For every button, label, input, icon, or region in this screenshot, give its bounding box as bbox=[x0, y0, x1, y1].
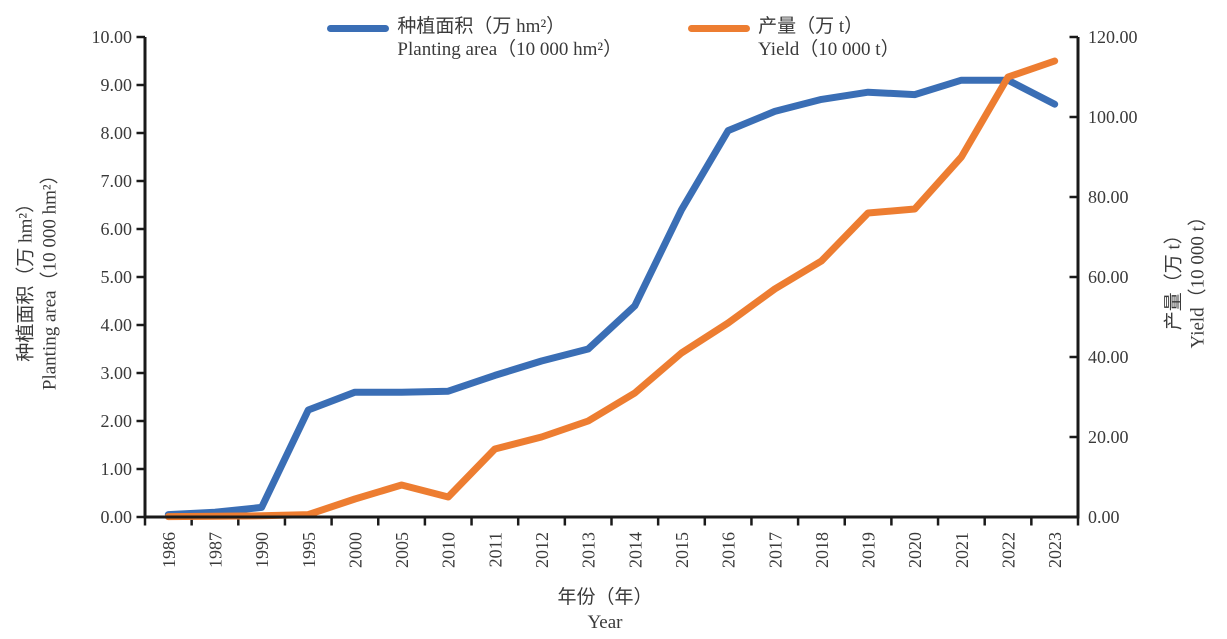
x-axis-title-en: Year bbox=[587, 611, 623, 633]
x-axis-year-label: 2016 bbox=[719, 532, 739, 568]
right-axis-tick-label: 120.00 bbox=[1088, 27, 1138, 47]
yield-legend-label-zh: 产量（万 t） bbox=[758, 16, 864, 37]
x-axis-year-label: 2014 bbox=[625, 532, 645, 568]
left-axis-tick-label: 10.00 bbox=[92, 27, 133, 47]
x-axis-year-label: 2018 bbox=[812, 532, 832, 568]
planting-area-legend-label-zh: 种植面积（万 hm²） bbox=[397, 16, 566, 37]
left-axis-tick-label: 0.00 bbox=[101, 507, 133, 527]
x-axis-year-label: 2012 bbox=[532, 532, 552, 568]
x-axis-year-label: 2021 bbox=[952, 532, 972, 568]
x-axis-year-label: 2015 bbox=[672, 532, 692, 568]
left-axis-tick-label: 6.00 bbox=[101, 219, 133, 239]
series-line-yield bbox=[164, 57, 1059, 521]
yield-legend-label-en: Yield（10 000 t） bbox=[758, 38, 900, 60]
left-axis-tick-label: 9.00 bbox=[101, 75, 133, 95]
left-axis-tick-label: 2.00 bbox=[101, 411, 133, 431]
x-axis-year-label: 1987 bbox=[205, 532, 225, 568]
x-axis-year-label: 2010 bbox=[439, 532, 459, 568]
left-axis-tick-label: 4.00 bbox=[101, 315, 133, 335]
legend-item-planting-area: 种植面积（万 hm²） Planting area（10 000 hm²） bbox=[327, 16, 622, 62]
left-axis-tick-label: 7.00 bbox=[101, 171, 133, 191]
planting-area-line-swatch bbox=[327, 25, 390, 32]
x-axis-year-label: 2023 bbox=[1045, 532, 1065, 568]
x-axis-year-label: 2022 bbox=[999, 532, 1019, 568]
right-axis-title-zh: 产量（万 t） bbox=[1163, 225, 1185, 331]
x-axis-year-label: 2013 bbox=[579, 532, 599, 568]
left-axis-tick-label: 1.00 bbox=[101, 459, 133, 479]
right-axis-tick-label: 0.00 bbox=[1088, 507, 1120, 527]
right-axis-tick-label: 60.00 bbox=[1088, 267, 1129, 287]
series-line-planting-area bbox=[164, 76, 1059, 519]
legend-item-yield: 产量（万 t） Yield（10 000 t） bbox=[688, 16, 900, 62]
right-axis-tick-label: 100.00 bbox=[1088, 107, 1138, 127]
right-axis-tick-label: 80.00 bbox=[1088, 187, 1129, 207]
left-axis-tick-label: 3.00 bbox=[101, 363, 133, 383]
left-axis-title-en: Planting area（10 000 hm²） bbox=[39, 165, 60, 391]
x-axis-year-label: 2020 bbox=[905, 532, 925, 568]
x-axis-year-label: 2019 bbox=[859, 532, 879, 568]
left-axis-tick-label: 8.00 bbox=[101, 123, 133, 143]
x-axis-year-label: 1986 bbox=[159, 532, 179, 568]
x-axis-year-label: 2011 bbox=[485, 532, 505, 567]
x-axis-year-label: 2000 bbox=[345, 532, 365, 568]
yield-legend-label: 产量（万 t） Yield（10 000 t） bbox=[758, 16, 899, 62]
right-axis-title: 产量（万 t） Yield（10 000 t） bbox=[1162, 28, 1210, 528]
x-axis-title-zh: 年份（年） bbox=[557, 587, 653, 608]
planting-area-legend-label-en: Planting area（10 000 hm²） bbox=[397, 38, 623, 60]
x-axis-title: 年份（年） Year bbox=[455, 586, 755, 635]
chart-legend: 种植面积（万 hm²） Planting area（10 000 hm²） 产量… bbox=[0, 16, 1227, 62]
x-axis-year-label: 2005 bbox=[392, 532, 412, 568]
x-axis-year-label: 2017 bbox=[765, 532, 785, 568]
left-axis-title-zh: 种植面积（万 hm²） bbox=[15, 193, 37, 362]
left-axis-tick-label: 5.00 bbox=[101, 267, 133, 287]
planting-area-legend-label: 种植面积（万 hm²） Planting area（10 000 hm²） bbox=[397, 16, 622, 62]
right-axis-title-en: Yield（10 000 t） bbox=[1187, 207, 1208, 349]
yield-line-swatch bbox=[688, 25, 751, 32]
x-axis-year-label: 1990 bbox=[252, 532, 272, 568]
x-axis-year-label: 1995 bbox=[299, 532, 319, 568]
left-axis-title: 种植面积（万 hm²） Planting area（10 000 hm²） bbox=[14, 28, 62, 528]
right-axis-tick-label: 40.00 bbox=[1088, 347, 1129, 367]
right-axis-tick-label: 20.00 bbox=[1088, 427, 1129, 447]
